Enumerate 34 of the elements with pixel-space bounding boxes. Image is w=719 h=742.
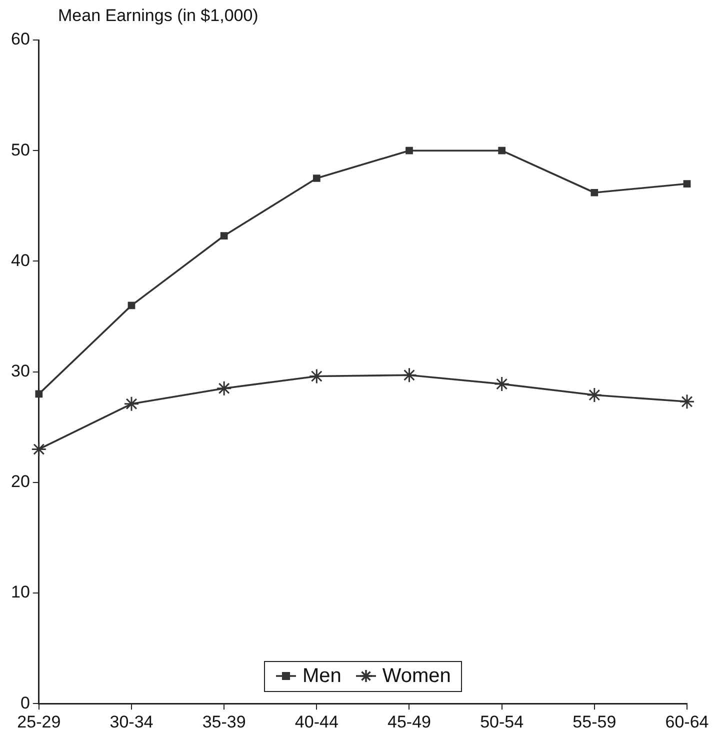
y-tick-label: 20 xyxy=(10,472,30,492)
point xyxy=(590,188,598,196)
x-tick-label: 40-44 xyxy=(294,712,338,732)
x-tick-label: 25-29 xyxy=(17,712,61,732)
point xyxy=(35,390,43,398)
x-tick-label: 30-34 xyxy=(110,712,154,732)
x-tick-label: 35-39 xyxy=(202,712,246,732)
point xyxy=(124,396,140,412)
x-tick-label: 60-64 xyxy=(665,712,709,732)
x-tick-label: 50-54 xyxy=(480,712,524,732)
x-tick-label: 45-49 xyxy=(388,712,431,732)
point xyxy=(308,368,324,384)
point xyxy=(220,232,228,240)
point xyxy=(494,376,510,392)
y-tick-label: 40 xyxy=(10,250,30,270)
y-tick-label: 30 xyxy=(10,361,30,380)
y-tick-label: 50 xyxy=(10,140,30,160)
point xyxy=(401,367,417,383)
y-tick-label: 10 xyxy=(10,582,30,602)
legend-label: Men xyxy=(302,664,342,688)
y-tick-label: 60 xyxy=(10,30,30,49)
point xyxy=(586,387,602,403)
point xyxy=(679,394,695,410)
y-tick-label: 0 xyxy=(20,693,30,712)
point xyxy=(683,180,691,188)
point xyxy=(128,302,136,310)
point xyxy=(216,380,232,396)
point xyxy=(406,146,413,154)
point xyxy=(312,174,320,182)
point xyxy=(31,441,47,457)
x-tick-label: 55-59 xyxy=(572,712,616,732)
point xyxy=(498,146,506,154)
legend-label: Women xyxy=(382,664,451,688)
y-axis-title: Mean Earnings (in $1,000) xyxy=(58,6,258,26)
